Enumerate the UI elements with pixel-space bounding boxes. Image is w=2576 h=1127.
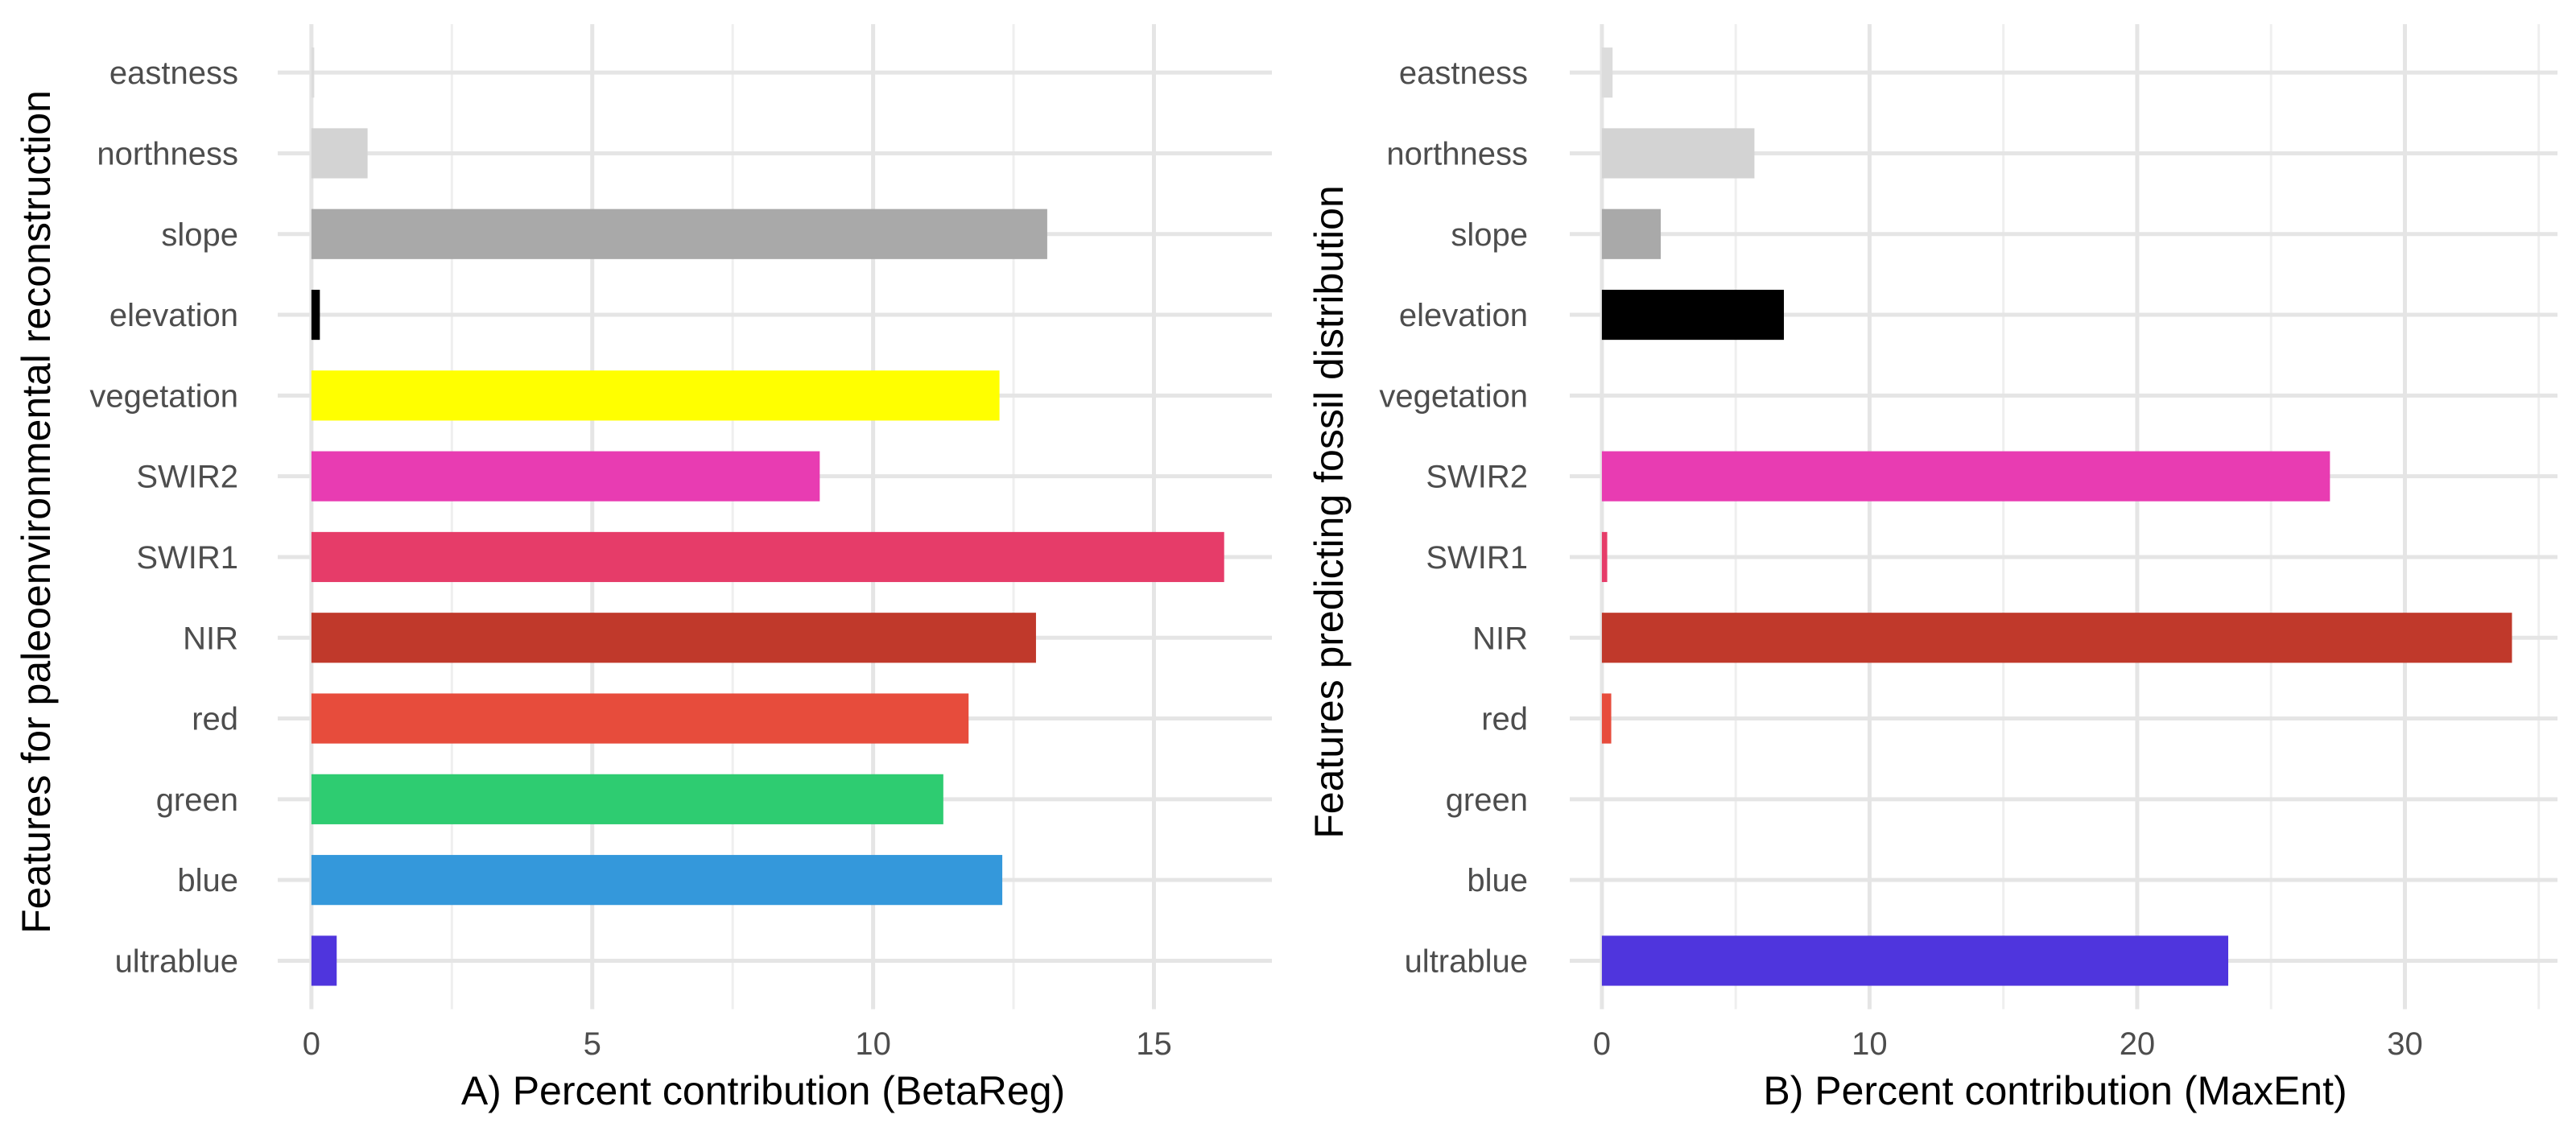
panel-a-category-label: northness <box>97 136 238 171</box>
panel-a-bar-red <box>311 693 969 744</box>
panel-b-maxent: ultrablue blue green red NIR SWIR1 SWIR2 vegeta… <box>1307 24 2557 1113</box>
panel-b-category-label: vegetation <box>1379 378 1528 414</box>
panel-a-category-label: red <box>192 702 238 737</box>
panel-a-bar-blue <box>311 855 1003 906</box>
panel-a-bar-vegetation <box>311 370 1000 421</box>
panel-b-x-axis-title: B) Percent contribution (MaxEnt) <box>1763 1068 2347 1113</box>
panel-b-category-label: blue <box>1467 863 1528 898</box>
panel-b-category-label: green <box>1446 782 1528 818</box>
panel-b-category-label: red <box>1481 702 1528 737</box>
panel-a-betareg: ultrablue blue green red NIR SWIR1 SWIR2 vegeta… <box>14 24 1272 1113</box>
panel-a-category-label: blue <box>177 863 238 898</box>
panel-a-x-tick-label: 5 <box>584 1026 601 1062</box>
panel-b-bar-red <box>1601 693 1612 744</box>
panel-a-category-label: eastness <box>109 56 238 91</box>
panel-b-bar-ultrablue <box>1601 935 2228 986</box>
panel-a-category-label: NIR <box>183 621 238 656</box>
panel-a-x-tick-label: 10 <box>855 1026 891 1062</box>
panel-b-x-tick-label: 20 <box>2120 1026 2156 1062</box>
panel-a-bar-ultrablue <box>311 935 337 986</box>
panel-a-category-label: slope <box>161 217 238 253</box>
panel-b-bar-elevation <box>1601 289 1785 341</box>
panel-b-bar-swir2 <box>1601 451 2330 502</box>
panel-b-category-label: SWIR1 <box>1426 540 1528 576</box>
panel-b-category-label: elevation <box>1399 298 1528 333</box>
panel-b-category-label: slope <box>1451 217 1528 253</box>
panel-a-bar-green <box>311 774 943 824</box>
panel-b-category-label: northness <box>1386 136 1528 171</box>
panel-a-bar-elevation <box>311 289 320 341</box>
panel-b-x-tick-label: 30 <box>2387 1026 2423 1062</box>
panel-b-category-label: NIR <box>1472 621 1528 656</box>
panel-a-y-axis-title: Features for paleoenvironmental reconstr… <box>14 90 59 934</box>
panel-b-category-label: SWIR2 <box>1426 460 1528 495</box>
panel-b-y-axis-title: Features predicting fossil distribution <box>1307 185 1352 839</box>
panel-a-bar-northness <box>311 128 368 179</box>
panel-a-x-tick-label: 0 <box>303 1026 320 1062</box>
panel-a-x-axis-title: A) Percent contribution (BetaReg) <box>461 1068 1065 1113</box>
panel-a-category-label: elevation <box>109 298 238 333</box>
panel-b-category-label: ultrablue <box>1405 943 1528 979</box>
panel-a-bar-nir <box>311 613 1036 663</box>
panel-a-category-label: ultrablue <box>115 943 238 979</box>
panel-b-bar-eastness <box>1601 47 1613 98</box>
panel-b-bar-northness <box>1601 128 1755 179</box>
panel-b-bar-nir <box>1601 613 2512 663</box>
panel-a-bar-slope <box>311 208 1047 259</box>
panel-a-x-tick-label: 15 <box>1136 1026 1172 1062</box>
panel-a-bar-eastness <box>311 47 315 98</box>
panel-a-category-label: SWIR2 <box>136 460 238 495</box>
panel-b-category-label: eastness <box>1399 56 1528 91</box>
panel-b-bar-swir1 <box>1601 531 1608 583</box>
panel-a-bar-swir2 <box>311 451 820 502</box>
panel-a-bar-swir1 <box>311 531 1224 583</box>
panel-a-category-label: SWIR1 <box>136 540 238 576</box>
panel-b-bar-slope <box>1601 208 1662 259</box>
panel-a-category-label: vegetation <box>89 378 238 414</box>
panel-a-category-label: green <box>156 782 238 818</box>
panel-b-x-tick-label: 0 <box>1593 1026 1611 1062</box>
panel-b-x-tick-label: 10 <box>1852 1026 1888 1062</box>
